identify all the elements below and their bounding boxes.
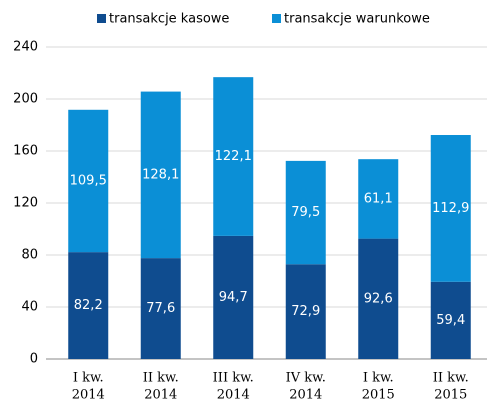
bar-segment [213, 77, 254, 236]
bar-segment [140, 91, 181, 259]
data-label: 82,2 [74, 298, 103, 313]
x-tick-label: II kw. [433, 371, 469, 386]
legend-swatch [272, 14, 281, 23]
bar-segment [358, 159, 399, 239]
bar-segment [285, 264, 326, 359]
data-label: 77,6 [146, 301, 175, 316]
y-tick-label: 0 [30, 352, 38, 367]
data-label: 79,5 [291, 205, 320, 220]
x-tick-label: 2015 [362, 388, 395, 403]
y-tick-label: 200 [13, 92, 38, 107]
x-tick-label: 2015 [434, 388, 467, 403]
data-label: 92,6 [364, 291, 393, 306]
x-tick-label: 2014 [217, 388, 250, 403]
bar-segment [430, 135, 471, 282]
data-label: 94,7 [219, 290, 248, 305]
x-tick-label: I kw. [363, 371, 394, 386]
bar-segment [430, 281, 471, 359]
bar-segment [358, 238, 399, 359]
data-label: 61,1 [364, 191, 393, 206]
bar-segment [140, 258, 181, 359]
bar-segment [285, 160, 326, 265]
data-label: 72,9 [291, 304, 320, 319]
data-label: 109,5 [70, 173, 107, 188]
y-tick-label: 160 [13, 144, 38, 159]
y-tick-label: 240 [13, 40, 38, 55]
y-tick-label: 80 [21, 248, 38, 263]
data-label: 59,4 [436, 313, 465, 328]
data-label: 128,1 [142, 167, 179, 182]
data-label: 122,1 [215, 149, 252, 164]
x-tick-label: 2014 [144, 388, 177, 403]
bar-segment [68, 109, 109, 253]
x-tick-label: IV kw. [286, 371, 326, 386]
legend-swatch [97, 14, 106, 23]
x-tick-label: II kw. [143, 371, 179, 386]
data-label: 112,9 [432, 201, 469, 216]
legend-label: transakcje warunkowe [284, 12, 430, 27]
legend-label: transakcje kasowe [109, 12, 229, 27]
y-tick-label: 40 [21, 300, 38, 315]
x-tick-label: I kw. [73, 371, 104, 386]
bar-segment [68, 252, 109, 359]
x-tick-label: 2014 [289, 388, 322, 403]
bar-segment [213, 235, 254, 359]
y-tick-label: 120 [13, 196, 38, 211]
x-tick-label: 2014 [72, 388, 105, 403]
x-tick-label: III kw. [213, 371, 254, 386]
